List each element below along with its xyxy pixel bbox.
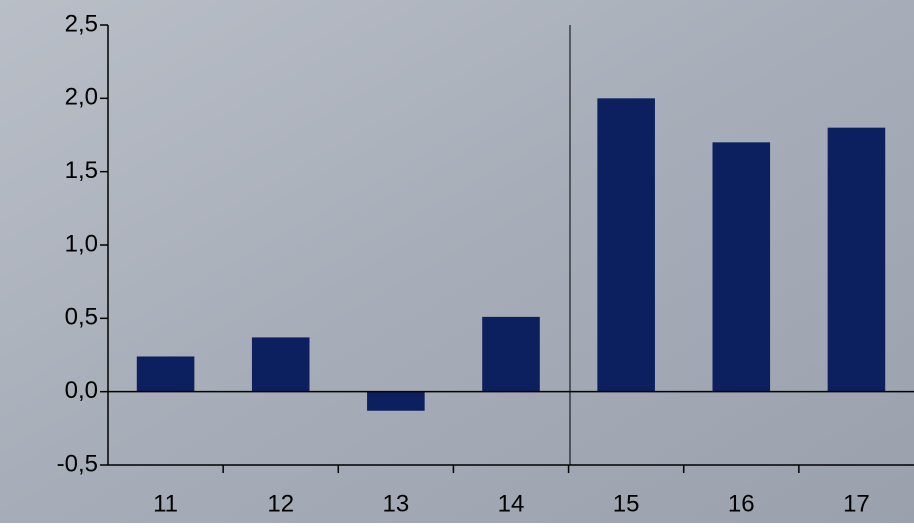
bar	[597, 98, 655, 392]
bar	[482, 316, 540, 392]
x-tick-label: 11	[153, 490, 178, 517]
bar	[827, 127, 886, 392]
y-tick-label: 0,0	[65, 377, 98, 404]
x-tick-label: 17	[843, 490, 870, 517]
y-tick-label: 2,5	[65, 10, 98, 37]
y-tick-label: 1,5	[65, 157, 98, 184]
x-tick-label: 12	[267, 490, 294, 517]
y-tick-label: 0,5	[65, 304, 98, 331]
bar	[251, 337, 310, 392]
bar	[712, 142, 771, 392]
y-tick-label: 1,0	[65, 230, 98, 257]
bar	[136, 356, 195, 392]
x-tick-label: 15	[613, 490, 640, 517]
x-tick-label: 16	[728, 490, 755, 517]
x-tick-label: 13	[383, 490, 410, 517]
bar	[367, 391, 425, 411]
y-tick-label: 2,0	[65, 84, 98, 111]
x-tick-label: 14	[498, 490, 525, 517]
y-tick-label: -0,5	[57, 450, 98, 477]
